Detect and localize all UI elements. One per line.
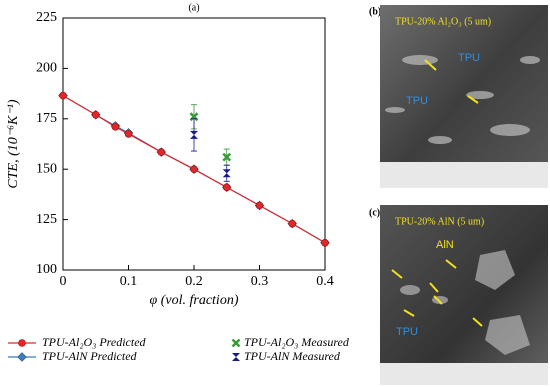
- y-tick-label: 200: [36, 61, 57, 76]
- sem-texture: [385, 55, 540, 144]
- marker: [91, 110, 100, 119]
- sem-image: [380, 5, 548, 188]
- panel-label: (a): [188, 2, 199, 13]
- arrows: [424, 59, 479, 104]
- marker: [59, 91, 67, 100]
- panel-label: (b): [369, 6, 381, 17]
- marker: [124, 130, 133, 138]
- marker: [190, 130, 198, 139]
- image-tag: AlN: [436, 239, 454, 251]
- marker: [190, 165, 198, 173]
- x-tick-label: 0.4: [316, 274, 334, 289]
- image-caption: TPU-20% Al₂O₃ (5 um): [395, 16, 491, 27]
- series-line: [62, 95, 326, 244]
- legend-label: TPU-Al₂O₃ Predicted: [42, 335, 147, 349]
- panel-label: (c): [369, 207, 380, 218]
- y-tick-label: 100: [36, 262, 57, 277]
- y-tick-label: 125: [36, 212, 57, 227]
- sem-info-bar: [380, 363, 548, 385]
- image-tag: TPU: [406, 95, 428, 107]
- x-tick-label: 0: [60, 274, 67, 289]
- marker: [255, 201, 264, 210]
- x-tick-label: 0.2: [185, 274, 203, 289]
- x-axis-label: φ (vol. fraction): [149, 293, 238, 308]
- x-tick-label: 0.1: [120, 274, 138, 289]
- image-caption: TPU-20% AlN (5 um): [395, 216, 484, 227]
- y-tick-label: 150: [36, 161, 57, 176]
- marker: [288, 219, 297, 228]
- sem-info-bar: [380, 162, 548, 188]
- arrows: [391, 259, 483, 327]
- legend-label: TPU-AlN Measured: [244, 349, 341, 363]
- image-tag: TPU: [396, 326, 418, 338]
- y-tick-label: 225: [36, 10, 57, 25]
- image-tag: TPU: [458, 52, 480, 64]
- marker: [222, 183, 231, 192]
- legend-marker: [18, 339, 26, 347]
- y-tick-label: 175: [36, 111, 57, 126]
- y-axis-label: CTE, (10⁻⁶K⁻¹): [6, 99, 21, 189]
- legend-marker: [17, 352, 27, 362]
- marker: [157, 148, 166, 156]
- marker: [222, 152, 232, 162]
- marker: [111, 123, 120, 131]
- marker: [222, 169, 231, 178]
- legend-label: TPU-Al₂O₃ Measured: [244, 335, 350, 349]
- x-tick-label: 0.3: [251, 274, 269, 289]
- marker: [321, 238, 329, 247]
- sem-image: [380, 205, 548, 385]
- legend-marker: [231, 338, 241, 348]
- legend-marker: [232, 353, 240, 361]
- legend-label: TPU-AlN Predicted: [42, 349, 138, 363]
